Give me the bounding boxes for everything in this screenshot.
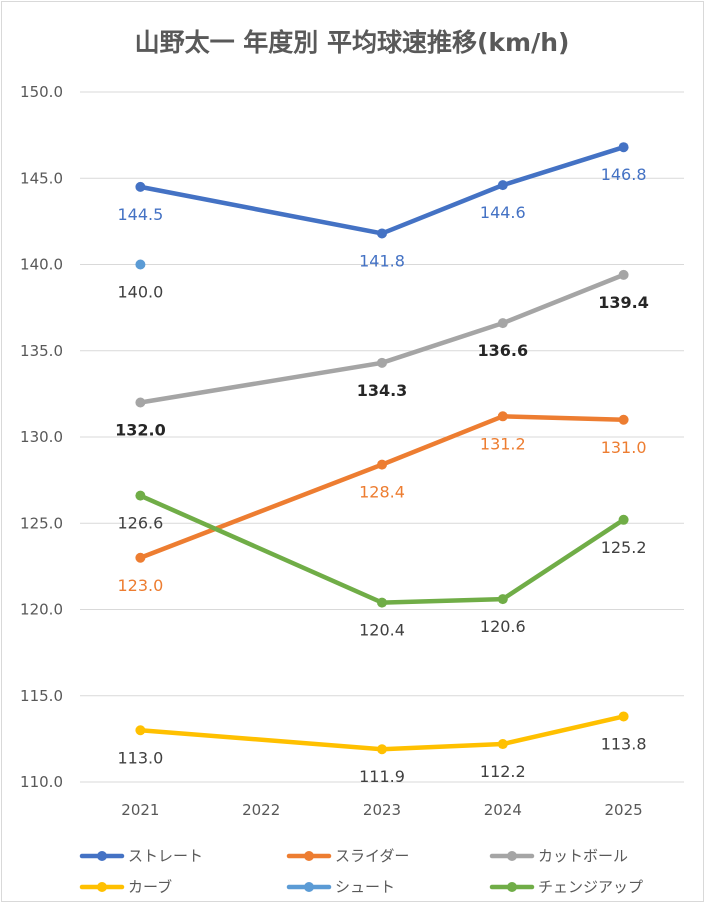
legend-item: ストレート [79, 847, 203, 865]
data-point [377, 459, 387, 470]
data-point [377, 228, 387, 239]
data-point [135, 552, 146, 563]
y-tick-label: 125.0 [20, 514, 63, 532]
y-axis-ticks: 150.0 145.0 140.0 135.0 130.0 125.0 120.0 115.0… [20, 83, 63, 791]
data-point [618, 711, 629, 722]
y-tick-label: 130.0 [20, 428, 63, 446]
data-label: 139.4 [598, 293, 649, 312]
data-label: 120.6 [480, 617, 526, 636]
data-label: 126.6 [117, 514, 163, 533]
legend-label: カットボール [538, 847, 628, 865]
series-line [138, 414, 626, 560]
data-label: 136.6 [477, 341, 528, 360]
data-point [618, 142, 629, 153]
y-tick-label: 150.0 [20, 83, 63, 101]
data-label: 132.0 [115, 421, 166, 440]
x-tick-label: 2022 [242, 801, 280, 819]
legend-item: シュート [286, 878, 395, 896]
x-tick-label: 2024 [484, 801, 522, 819]
legend-label: カーブ [128, 878, 172, 896]
chart-title: 山野太一 年度別 平均球速推移(km/h) [135, 28, 570, 57]
y-tick-label: 140.0 [20, 256, 63, 274]
legend-label: ストレート [128, 847, 203, 865]
series-line [138, 144, 626, 236]
data-label: 128.4 [359, 483, 405, 502]
data-label: 146.8 [601, 165, 647, 184]
data-point [497, 411, 508, 422]
y-tick-label: 110.0 [20, 773, 63, 791]
data-point [618, 514, 629, 525]
data-point [135, 259, 146, 270]
data-label: 144.5 [117, 205, 163, 224]
series-line [138, 493, 626, 605]
x-axis-ticks: 2021 2022 2023 2024 2025 [121, 801, 642, 819]
data-point [377, 744, 387, 755]
series-layer [135, 142, 629, 755]
data-point [497, 318, 508, 329]
data-labels: 144.5 141.8 144.6 146.8 123.0 128.4 131.2 131.0… [115, 165, 649, 786]
data-label: 123.0 [117, 576, 163, 595]
data-label: 144.6 [480, 203, 526, 222]
series-line [138, 272, 626, 405]
data-point [135, 490, 146, 501]
data-label: 125.2 [601, 538, 647, 557]
data-label: 131.2 [480, 434, 526, 453]
legend-item: チェンジアップ [489, 878, 643, 896]
y-tick-label: 145.0 [20, 169, 63, 187]
data-label: 134.3 [357, 381, 408, 400]
data-point [135, 725, 146, 736]
legend-swatch-marker [507, 851, 517, 861]
data-label: 131.0 [601, 438, 647, 457]
y-tick-label: 135.0 [20, 342, 63, 360]
data-point [497, 180, 508, 191]
data-label: 113.8 [601, 734, 647, 753]
data-point [618, 269, 629, 280]
legend-swatch-marker [97, 882, 107, 892]
legend-label: チェンジアップ [538, 878, 643, 896]
legend-item: カットボール [489, 847, 628, 865]
grid-lines [80, 91, 684, 783]
data-point [135, 397, 146, 408]
data-label: 111.9 [359, 767, 405, 786]
legend-swatch-marker [507, 882, 517, 892]
data-point [135, 181, 146, 192]
legend-swatch-marker [97, 851, 107, 861]
data-label: 140.0 [117, 283, 163, 302]
series-line [138, 714, 626, 752]
data-label: 141.8 [359, 251, 405, 270]
data-point [377, 597, 387, 608]
legend-item: カーブ [79, 878, 172, 896]
x-tick-label: 2023 [363, 801, 401, 819]
x-tick-label: 2021 [121, 801, 159, 819]
legend-item: スライダー [286, 847, 409, 865]
legend-swatch-marker [304, 882, 314, 892]
x-tick-label: 2025 [605, 801, 643, 819]
legend-label: シュート [335, 878, 395, 896]
data-label: 120.4 [359, 621, 405, 640]
legend-label: スライダー [335, 847, 409, 865]
data-point [377, 357, 387, 368]
y-tick-label: 115.0 [20, 687, 63, 705]
data-label: 112.2 [480, 762, 526, 781]
data-point [497, 594, 508, 605]
legend-swatch-marker [304, 851, 314, 861]
y-tick-label: 120.0 [20, 601, 63, 619]
data-label: 113.0 [117, 748, 163, 767]
data-point [618, 414, 629, 425]
data-point [497, 739, 508, 750]
